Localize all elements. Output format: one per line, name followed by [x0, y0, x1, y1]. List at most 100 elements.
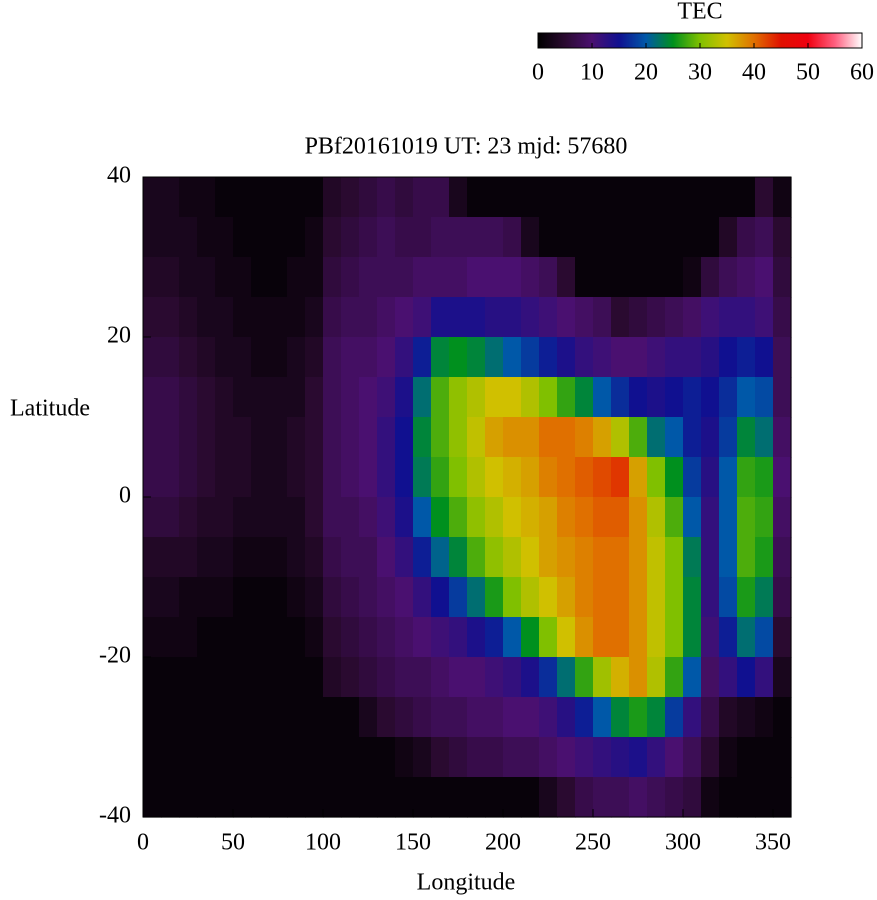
heatmap-cell: [683, 697, 702, 738]
heatmap-cell: [359, 257, 378, 298]
heatmap-cell: [503, 657, 522, 698]
heatmap-cell: [737, 457, 756, 498]
heatmap-cell: [269, 457, 288, 498]
heatmap-cell: [521, 337, 540, 378]
heatmap-cell: [233, 777, 252, 818]
heatmap-cell: [233, 697, 252, 738]
heatmap-cell: [143, 537, 162, 578]
heatmap-cell: [431, 177, 450, 218]
heatmap-cell: [449, 377, 468, 418]
heatmap-cell: [197, 217, 216, 258]
heatmap-cell: [233, 537, 252, 578]
heatmap-cell: [521, 217, 540, 258]
heatmap-cell: [449, 657, 468, 698]
heatmap-cell: [575, 777, 594, 818]
heatmap-cell: [647, 697, 666, 738]
heatmap-cell: [557, 537, 576, 578]
heatmap-cell: [773, 417, 792, 458]
heatmap-cell: [197, 177, 216, 218]
heatmap-cell: [305, 297, 324, 338]
heatmap-cell: [557, 497, 576, 538]
heatmap-cell: [485, 617, 504, 658]
y-tick-label: 0: [119, 483, 131, 509]
heatmap-cell: [557, 697, 576, 738]
heatmap-cell: [701, 177, 720, 218]
heatmap-cell: [485, 257, 504, 298]
heatmap-cell: [683, 497, 702, 538]
heatmap-cell: [737, 377, 756, 418]
heatmap-cell: [539, 377, 558, 418]
heatmap-cell: [647, 297, 666, 338]
heatmap-cell: [341, 777, 360, 818]
chart-title: PBf20161019 UT: 23 mjd: 57680: [305, 134, 628, 160]
heatmap-cell: [323, 417, 342, 458]
heatmap-cell: [323, 217, 342, 258]
heatmap-cell: [773, 777, 792, 818]
heatmap-cell: [287, 257, 306, 298]
heatmap-cell: [179, 457, 198, 498]
heatmap-cell: [395, 417, 414, 458]
heatmap-cell: [341, 577, 360, 618]
heatmap-cell: [161, 537, 180, 578]
heatmap-cell: [521, 297, 540, 338]
heatmap-cell: [197, 737, 216, 778]
heatmap-cell: [251, 177, 270, 218]
heatmap-cell: [449, 537, 468, 578]
heatmap-cell: [413, 177, 432, 218]
heatmap-cell: [773, 377, 792, 418]
heatmap-cell: [773, 577, 792, 618]
heatmap-cell: [683, 577, 702, 618]
heatmap-cell: [341, 657, 360, 698]
heatmap-cell: [683, 457, 702, 498]
heatmap-cell: [467, 697, 486, 738]
heatmap-cell: [557, 737, 576, 778]
heatmap-cell: [215, 777, 234, 818]
y-axis-label: Latitude: [10, 396, 90, 422]
heatmap-cell: [575, 697, 594, 738]
heatmap-cell: [755, 577, 774, 618]
heatmap-cell: [449, 497, 468, 538]
heatmap-cell: [377, 777, 396, 818]
heatmap-cell: [179, 177, 198, 218]
heatmap-cell: [467, 617, 486, 658]
heatmap-cell: [719, 697, 738, 738]
heatmap-cell: [611, 217, 630, 258]
heatmap-cell: [179, 577, 198, 618]
heatmap-cell: [233, 217, 252, 258]
heatmap-cell: [647, 177, 666, 218]
heatmap-cell: [575, 657, 594, 698]
heatmap-cell: [575, 377, 594, 418]
heatmap-cell: [215, 337, 234, 378]
heatmap-cell: [683, 337, 702, 378]
heatmap-cell: [161, 697, 180, 738]
heatmap-cell: [629, 177, 648, 218]
heatmap-cell: [269, 177, 288, 218]
heatmap-cell: [269, 537, 288, 578]
heatmap-cell: [341, 457, 360, 498]
heatmap-cell: [269, 777, 288, 818]
heatmap-cell: [215, 657, 234, 698]
x-tick-label: 250: [575, 830, 611, 856]
heatmap-cell: [683, 377, 702, 418]
heatmap-cell: [341, 617, 360, 658]
heatmap-cell: [593, 217, 612, 258]
heatmap-cell: [737, 297, 756, 338]
heatmap-cell: [143, 417, 162, 458]
heatmap-cell: [197, 337, 216, 378]
heatmap-cell: [377, 177, 396, 218]
heatmap-cell: [683, 737, 702, 778]
heatmap-cell: [737, 657, 756, 698]
heatmap-cell: [359, 457, 378, 498]
heatmap-cell: [377, 697, 396, 738]
heatmap-cell: [683, 537, 702, 578]
heatmap-cell: [701, 777, 720, 818]
heatmap-cell: [575, 617, 594, 658]
heatmap-cell: [413, 257, 432, 298]
heatmap-cell: [413, 657, 432, 698]
heatmap-cell: [161, 177, 180, 218]
heatmap-cell: [773, 497, 792, 538]
heatmap-cell: [377, 537, 396, 578]
heatmap-cell: [287, 577, 306, 618]
heatmap-cell: [323, 537, 342, 578]
heatmap-cell: [197, 257, 216, 298]
